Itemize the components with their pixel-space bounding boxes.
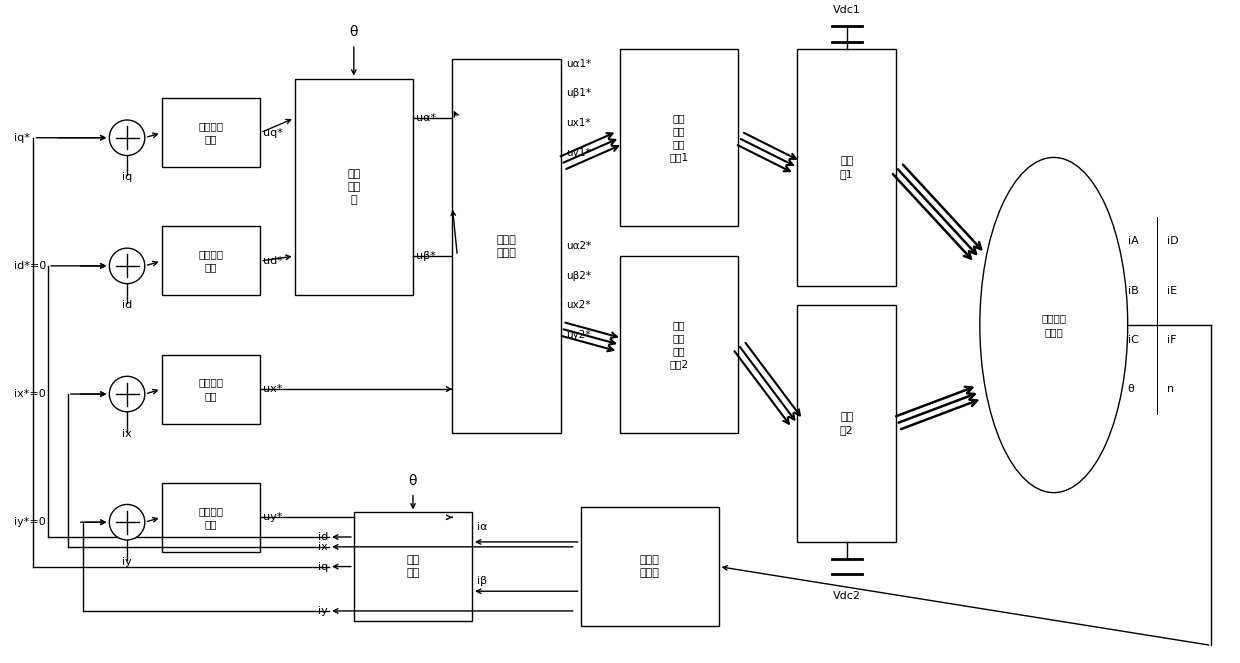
Bar	[295, 79, 413, 296]
Text: uβ*: uβ*	[415, 251, 435, 261]
Text: n: n	[1167, 384, 1174, 394]
Text: iq: iq	[317, 562, 329, 572]
Text: iD: iD	[1167, 236, 1179, 246]
Bar	[797, 306, 897, 542]
Text: 空间
矢量
脉宽
调制1: 空间 矢量 脉宽 调制1	[670, 113, 688, 162]
Text: iA: iA	[1127, 236, 1138, 246]
Text: iα: iα	[477, 522, 487, 532]
Text: Vdc2: Vdc2	[833, 591, 861, 601]
Text: uβ1*: uβ1*	[565, 88, 590, 98]
Text: ux1*: ux1*	[565, 118, 590, 128]
Text: 比例积分
控制: 比例积分 控制	[198, 249, 223, 272]
Text: 反帕
克变
换: 反帕 克变 换	[347, 169, 361, 206]
Text: iq: iq	[122, 172, 133, 182]
Text: 比例积分
控制: 比例积分 控制	[198, 121, 223, 145]
Text: θ: θ	[1127, 384, 1135, 394]
Text: ix: ix	[123, 428, 131, 438]
Text: iy*=0: iy*=0	[14, 517, 46, 527]
Bar	[353, 512, 472, 621]
Text: uy1*: uy1*	[565, 148, 590, 158]
Text: iβ: iβ	[477, 576, 487, 586]
Text: uy*: uy*	[263, 512, 283, 522]
Text: id*=0: id*=0	[14, 261, 46, 271]
Bar	[161, 98, 260, 167]
Text: ux*: ux*	[263, 384, 283, 394]
Text: 帕克
变换: 帕克 变换	[407, 555, 419, 578]
Text: θ: θ	[409, 473, 417, 488]
Bar	[580, 507, 719, 626]
Bar	[161, 355, 260, 424]
Text: 逆变
器1: 逆变 器1	[839, 156, 853, 179]
Bar	[620, 256, 738, 434]
Bar	[620, 49, 738, 227]
Text: 逆变
器2: 逆变 器2	[839, 412, 853, 435]
Text: uα1*: uα1*	[565, 59, 591, 69]
Text: 矢量空
间解耦: 矢量空 间解耦	[640, 555, 660, 578]
Text: iC: iC	[1127, 335, 1138, 345]
Text: ux2*: ux2*	[565, 300, 590, 310]
Text: 六相开绕
组电机: 六相开绕 组电机	[1042, 313, 1066, 337]
Text: ix: ix	[319, 542, 329, 552]
Text: iy: iy	[319, 606, 329, 616]
Text: uy2*: uy2*	[565, 330, 590, 340]
Text: Vdc1: Vdc1	[833, 5, 861, 15]
Text: uα2*: uα2*	[565, 241, 591, 251]
Bar	[797, 49, 897, 286]
Text: id: id	[317, 532, 329, 542]
Circle shape	[109, 505, 145, 540]
Text: θ: θ	[350, 25, 358, 39]
Text: 比例积分
控制: 比例积分 控制	[198, 506, 223, 529]
Bar	[161, 483, 260, 552]
Text: 比例积分
控制: 比例积分 控制	[198, 377, 223, 400]
Text: iB: iB	[1127, 286, 1138, 296]
Text: iF: iF	[1167, 335, 1177, 345]
Text: uq*: uq*	[263, 128, 283, 138]
Circle shape	[109, 377, 145, 412]
Circle shape	[109, 248, 145, 284]
Text: ix*=0: ix*=0	[14, 389, 46, 399]
Text: ud*: ud*	[263, 256, 283, 266]
Text: 分配电
压矢量: 分配电 压矢量	[497, 235, 517, 258]
Text: uβ2*: uβ2*	[565, 271, 590, 280]
Text: 空间
矢量
脉宽
调制2: 空间 矢量 脉宽 调制2	[670, 320, 688, 369]
Text: iy: iy	[123, 557, 131, 567]
Bar	[453, 59, 560, 434]
Ellipse shape	[980, 157, 1127, 493]
Text: id: id	[122, 300, 133, 310]
Text: iE: iE	[1167, 286, 1177, 296]
Text: iq*: iq*	[14, 133, 30, 143]
Circle shape	[109, 120, 145, 156]
Bar	[161, 227, 260, 296]
Text: uα*: uα*	[415, 113, 436, 123]
